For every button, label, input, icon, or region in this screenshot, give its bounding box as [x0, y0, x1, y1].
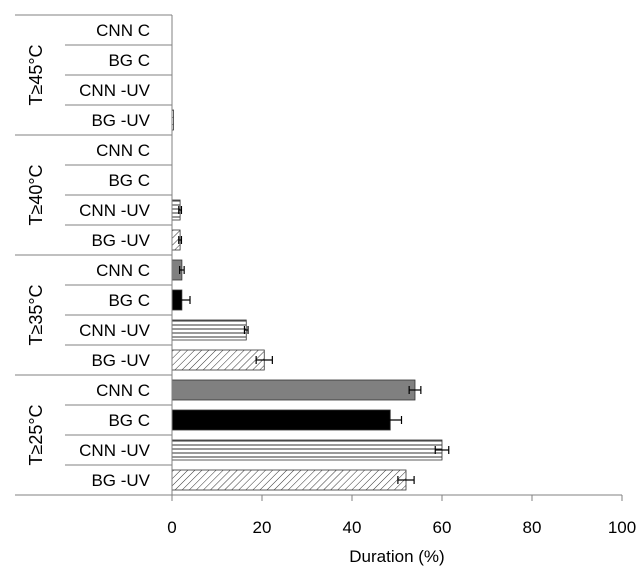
category-label: CNN C	[96, 21, 150, 40]
x-tick-label: 0	[167, 518, 176, 537]
bars	[171, 109, 450, 491]
category-label: BG C	[108, 51, 150, 70]
category-label: BG C	[108, 411, 150, 430]
category-label: CNN -UV	[79, 81, 150, 100]
category-label: CNN -UV	[79, 321, 150, 340]
category-label: CNN C	[96, 141, 150, 160]
category-table: T≥45°C CNN C BG C CNN -UV BG -UV T≥40°C CNN C B…	[15, 14, 172, 496]
category-label: BG -UV	[91, 231, 150, 250]
category-label: BG C	[108, 171, 150, 190]
category-label: BG C	[108, 291, 150, 310]
bar	[171, 439, 443, 461]
x-axis: 0 20 40 60 80 100	[65, 15, 636, 537]
bar	[171, 349, 265, 371]
x-tick-label: 20	[253, 518, 272, 537]
group-label: T≥40°C	[26, 164, 46, 225]
bar	[171, 319, 247, 341]
group-label: T≥25°C	[26, 404, 46, 465]
category-label: BG -UV	[91, 351, 150, 370]
x-tick-label: 40	[343, 518, 362, 537]
x-tick-label: 80	[523, 518, 542, 537]
bar	[171, 379, 416, 401]
category-label: CNN C	[96, 261, 150, 280]
category-label: CNN -UV	[79, 441, 150, 460]
category-label: CNN C	[96, 381, 150, 400]
bar	[171, 409, 391, 431]
category-label: BG -UV	[91, 111, 150, 130]
x-tick-label: 60	[433, 518, 452, 537]
group-label: T≥45°C	[26, 44, 46, 105]
x-tick-label: 100	[608, 518, 636, 537]
category-label: BG -UV	[91, 471, 150, 490]
x-axis-title: Duration (%)	[349, 547, 444, 566]
group-label: T≥35°C	[26, 284, 46, 345]
category-label: CNN -UV	[79, 201, 150, 220]
bar	[171, 469, 407, 491]
